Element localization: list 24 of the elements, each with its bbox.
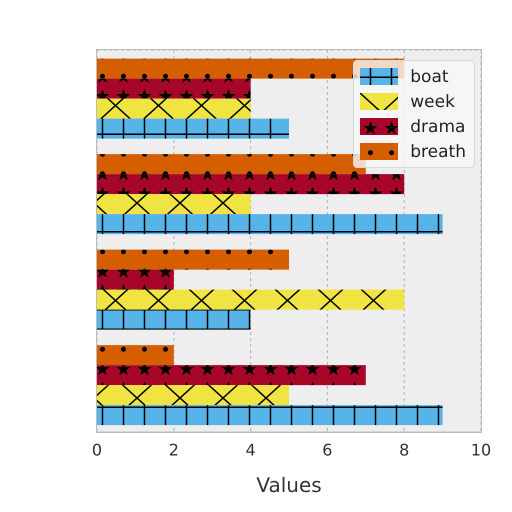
bar xyxy=(97,290,404,310)
bar xyxy=(97,194,251,214)
legend-label: drama xyxy=(410,116,466,136)
bar xyxy=(97,270,174,290)
x-tick-label: 4 xyxy=(246,440,256,460)
x-tick-label: 2 xyxy=(168,440,179,460)
x-tick-label: 10 xyxy=(470,440,492,460)
bar xyxy=(97,345,174,366)
bar xyxy=(97,214,443,234)
legend-label: boat xyxy=(410,66,449,86)
bar xyxy=(97,118,289,139)
bar xyxy=(97,310,251,330)
x-tick-label: 8 xyxy=(399,440,410,460)
bar xyxy=(97,385,289,406)
bar xyxy=(97,174,404,194)
x-axis-title: Values xyxy=(256,473,322,497)
bar xyxy=(97,250,289,270)
x-tick-label: 6 xyxy=(322,440,332,460)
bar xyxy=(97,154,366,174)
x-tick-label: 0 xyxy=(92,440,102,460)
bar xyxy=(97,365,366,386)
legend-label: breath xyxy=(410,142,466,162)
bar xyxy=(97,405,443,426)
legend-label: week xyxy=(410,92,455,112)
